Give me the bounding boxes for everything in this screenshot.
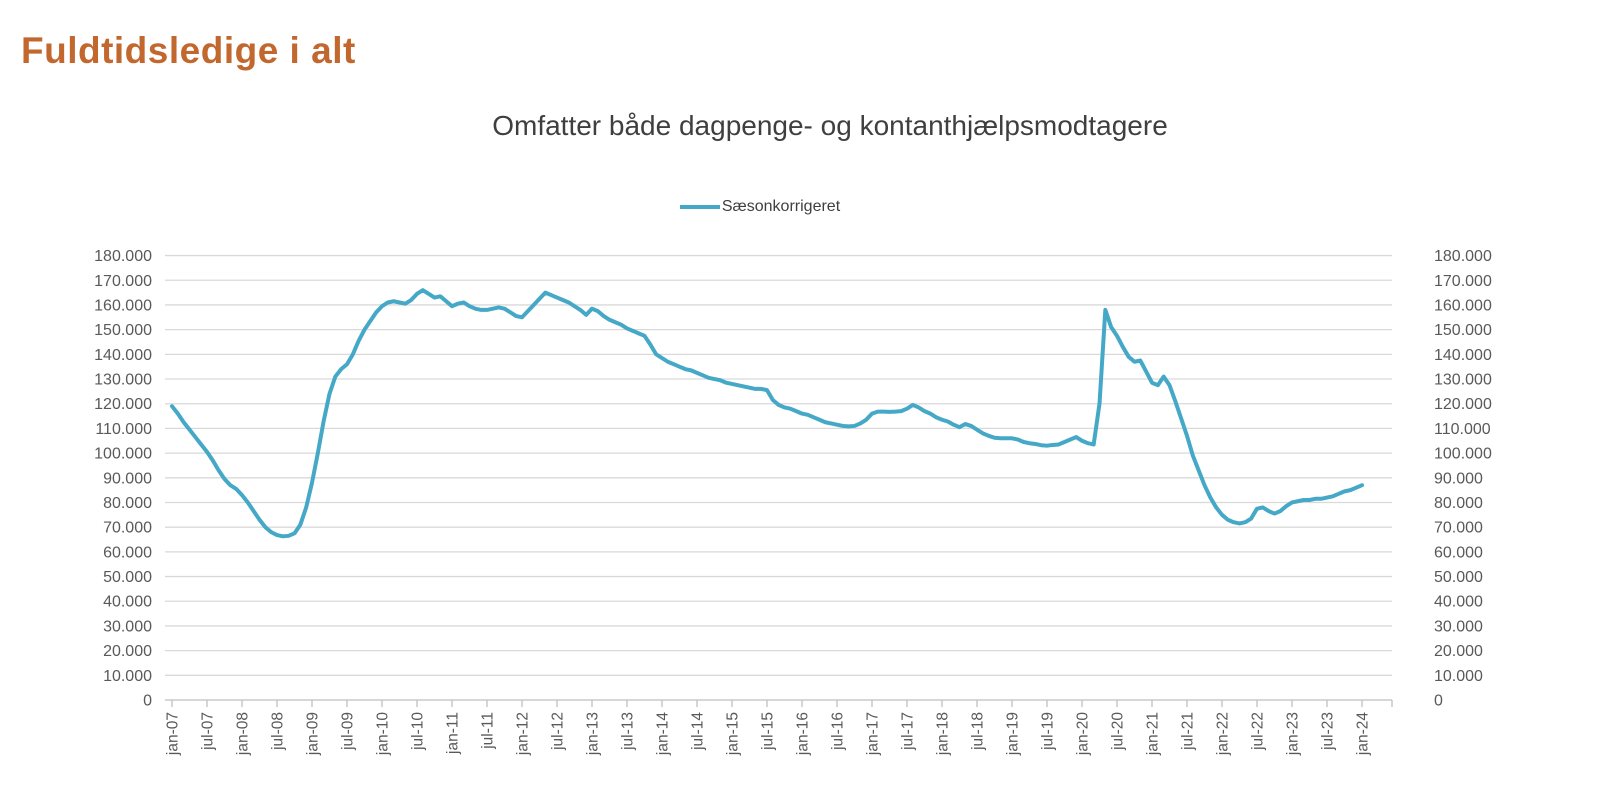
y-axis-label-left: 140.000 — [94, 347, 152, 364]
y-axis-label-left: 130.000 — [94, 372, 152, 389]
x-axis-label: jan-15 — [725, 712, 742, 756]
y-axis-label-right: 50.000 — [1434, 569, 1483, 586]
y-axis-label-right: 90.000 — [1434, 470, 1483, 487]
series-line — [170, 288, 1364, 539]
x-axis-label: jan-22 — [1215, 712, 1232, 756]
x-axis-label: jul-23 — [1320, 712, 1337, 751]
y-axis-label-left: 40.000 — [103, 594, 152, 611]
y-axis-label-left: 80.000 — [103, 495, 152, 512]
chart-title: Omfatter både dagpenge- og kontanthjælps… — [492, 110, 1168, 141]
x-axis-label: jul-12 — [550, 712, 567, 751]
x-axis-label: jul-07 — [200, 712, 217, 751]
y-axis-label-right: 60.000 — [1434, 544, 1483, 561]
x-axis-label: jan-18 — [935, 712, 952, 756]
y-axis-label-right: 140.000 — [1434, 347, 1492, 364]
y-axis-label-right: 80.000 — [1434, 495, 1483, 512]
x-axis-label: jul-13 — [620, 712, 637, 751]
x-axis-label: jul-08 — [270, 712, 287, 751]
y-axis-label-left: 120.000 — [94, 396, 152, 413]
x-axis-label: jan-09 — [305, 712, 322, 756]
x-axis-label: jan-17 — [865, 712, 882, 756]
x-axis-label: jul-20 — [1110, 712, 1127, 751]
y-axis-label-right: 40.000 — [1434, 594, 1483, 611]
x-axis-label: jan-16 — [795, 712, 812, 756]
x-axis-label: jan-12 — [515, 712, 532, 756]
y-axis-label-left: 50.000 — [103, 569, 152, 586]
y-axis-label-right: 70.000 — [1434, 520, 1483, 537]
x-axis-label: jan-14 — [655, 712, 672, 756]
y-axis-label-right: 30.000 — [1434, 618, 1483, 635]
y-axis-label-left: 100.000 — [94, 446, 152, 463]
legend-label: Sæsonkorrigeret — [721, 198, 841, 215]
x-axis-label: jul-09 — [340, 712, 357, 751]
x-axis-label: jan-07 — [165, 712, 182, 756]
x-axis-label: jul-21 — [1180, 712, 1197, 751]
y-axis-label-left: 160.000 — [94, 297, 152, 314]
x-axis-label: jan-11 — [445, 712, 462, 755]
x-axis-label: jan-19 — [1005, 712, 1022, 756]
x-axis-label: jan-08 — [235, 712, 252, 756]
x-axis-label: jan-13 — [585, 712, 602, 756]
chart-legend: Sæsonkorrigeret — [165, 198, 1355, 216]
y-axis-label-left: 180.000 — [94, 248, 152, 265]
x-axis-label: jul-10 — [410, 712, 427, 751]
x-axis-label: jul-11 — [480, 712, 497, 750]
y-axis-label-left: 90.000 — [103, 470, 152, 487]
y-axis-label-right: 120.000 — [1434, 396, 1492, 413]
x-axis-label: jul-14 — [690, 712, 707, 751]
y-axis-label-right: 10.000 — [1434, 668, 1483, 685]
x-axis-label: jul-17 — [900, 712, 917, 751]
x-axis-label: jan-23 — [1285, 712, 1302, 756]
y-axis-label-right: 100.000 — [1434, 446, 1492, 463]
y-axis-label-left: 20.000 — [103, 643, 152, 660]
legend-line-swatch — [679, 205, 720, 209]
x-axis-label: jan-10 — [375, 712, 392, 756]
y-axis-label-left: 60.000 — [103, 544, 152, 561]
x-axis-label: jul-16 — [830, 712, 847, 751]
y-axis-label-right: 0 — [1434, 693, 1443, 710]
y-axis-label-right: 130.000 — [1434, 372, 1492, 389]
y-axis-label-left: 0 — [143, 693, 152, 710]
y-axis-label-right: 20.000 — [1434, 643, 1483, 660]
y-axis-label-right: 180.000 — [1434, 248, 1492, 265]
y-axis-label-right: 160.000 — [1434, 297, 1492, 314]
y-axis-label-right: 150.000 — [1434, 322, 1492, 339]
y-axis-label-left: 170.000 — [94, 273, 152, 290]
x-axis-label: jan-24 — [1355, 712, 1372, 756]
y-axis-label-left: 70.000 — [103, 520, 152, 537]
y-axis-label-left: 10.000 — [103, 668, 152, 685]
x-axis-label: jul-15 — [760, 712, 777, 751]
page-title: Fuldtidsledige i alt — [21, 30, 356, 71]
x-axis-label: jul-22 — [1250, 712, 1267, 751]
y-axis-label-left: 110.000 — [95, 421, 152, 438]
y-axis-label-right: 110.000 — [1434, 421, 1491, 438]
y-axis-label-left: 150.000 — [94, 322, 152, 339]
x-axis-label: jan-21 — [1145, 712, 1162, 756]
y-axis-label-right: 170.000 — [1434, 273, 1492, 290]
x-axis-label: jul-19 — [1040, 712, 1057, 751]
x-axis-label: jul-18 — [970, 712, 987, 751]
line-chart-plot-area: 180.000 180.000 170.000 170.000 160.000 160.0… — [94, 248, 1492, 756]
y-axis-label-left: 30.000 — [103, 618, 152, 635]
x-axis-label: jan-20 — [1075, 712, 1092, 756]
